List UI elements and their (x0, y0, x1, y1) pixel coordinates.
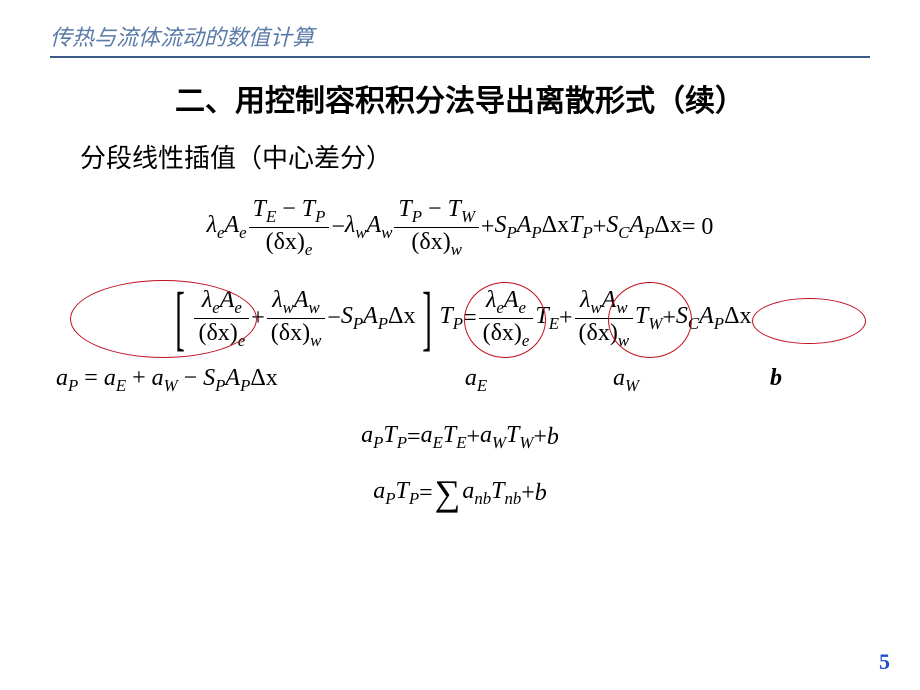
section-title: 二、用控制容积积分法导出离散形式（续） (50, 76, 870, 120)
term: b (547, 424, 559, 451)
coefficient-labels: aP = aE + aW − SPAPΔx aE aW b (50, 365, 870, 396)
op: = (419, 480, 433, 507)
fraction: λwAw (δx)w (267, 286, 326, 351)
term: b (535, 480, 547, 507)
op: + (481, 214, 495, 241)
term: TE (535, 303, 559, 334)
op: − (331, 214, 345, 241)
op: − (327, 305, 341, 332)
term: TP (439, 303, 463, 334)
op: = (463, 305, 477, 332)
equation-2: [ λeAe (δx)e + λwAw (δx)w − SPAPΔx ] TP … (50, 286, 870, 351)
equation-1: λeAe TE − TP (δx)e − λwAw TP − TW (δx)w … (50, 195, 870, 260)
highlight-ellipse-4 (752, 298, 866, 344)
term: TW (635, 303, 662, 334)
header-rule (50, 56, 870, 58)
term: SCAPΔx (606, 212, 682, 243)
fraction: TP − TW (δx)w (394, 195, 479, 260)
fraction: TE − TP (δx)e (249, 195, 330, 260)
term: λeAe (207, 212, 247, 243)
term: SCAPΔx (676, 303, 752, 334)
equation-3: aPTP = aETE + aWTW + b (50, 422, 870, 453)
fraction: λeAe (δx)e (194, 286, 249, 351)
term: SPAPΔx (341, 303, 416, 334)
op: + (251, 305, 265, 332)
op: + (533, 424, 547, 451)
sum-symbol: ∑ (435, 472, 461, 514)
label-ae: aE (396, 365, 556, 396)
term: SPAPΔxTP (494, 212, 592, 243)
term: aPTP (373, 478, 419, 509)
rhs: = 0 (682, 214, 714, 241)
op: + (559, 305, 573, 332)
op: + (593, 214, 607, 241)
fraction: λeAe (δx)e (479, 286, 534, 351)
op: + (662, 305, 676, 332)
label-aw: aW (556, 365, 696, 396)
equation-area: λeAe TE − TP (δx)e − λwAw TP − TW (δx)w … (50, 195, 870, 514)
op: + (521, 480, 535, 507)
term: aPTP (361, 422, 407, 453)
slide: 传热与流体流动的数值计算 二、用控制容积积分法导出离散形式（续） 分段线性插值（… (0, 0, 920, 690)
page-number: 5 (879, 649, 890, 675)
op: + (466, 424, 480, 451)
fraction: λwAw (δx)w (575, 286, 634, 351)
right-bracket: ] (423, 286, 433, 350)
term: aETE (421, 422, 467, 453)
equation-4: aPTP = ∑ anbTnb + b (50, 472, 870, 514)
term: λwAw (345, 212, 392, 243)
left-bracket: [ (176, 286, 186, 350)
course-header: 传热与流体流动的数值计算 (50, 20, 870, 52)
subtitle: 分段线性插值（中心差分） (80, 138, 870, 175)
op: = (407, 424, 421, 451)
label-b: b (696, 365, 856, 396)
label-ap: aP = aE + aW − SPAPΔx (50, 365, 396, 396)
term: anbTnb (462, 478, 521, 509)
term: aWTW (480, 422, 533, 453)
